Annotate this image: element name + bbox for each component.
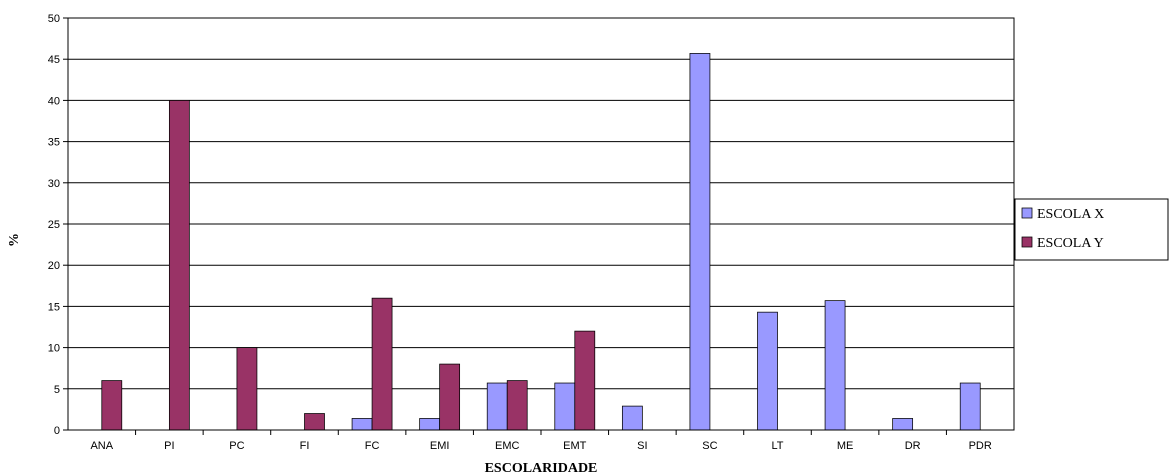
x-tick-label: LT xyxy=(771,440,783,452)
x-tick-label: ANA xyxy=(90,440,113,452)
bar-escola-y-fi xyxy=(304,413,325,431)
bar-escola-y-emc xyxy=(506,380,528,431)
x-tick-label: PC xyxy=(229,440,244,452)
bar-escola-y-pc xyxy=(236,347,258,431)
x-tick-label: EMI xyxy=(430,440,450,452)
bar-escola-y-ana xyxy=(101,380,123,431)
y-tick-label: 30 xyxy=(48,178,60,190)
x-tick-labels: ANA PI PC FI FC EMI EMC EMT SI SC LT ME DR PDR xyxy=(90,430,992,452)
bar-escola-x-si xyxy=(621,405,643,431)
y-axis-title: % xyxy=(7,233,22,247)
bar-escola-x-dr xyxy=(892,418,914,431)
x-tick-label: ME xyxy=(837,440,854,452)
bar-escola-x-emt xyxy=(554,382,576,431)
bar-escola-y-pi xyxy=(168,100,190,431)
y-tick-label: 5 xyxy=(54,384,60,396)
y-tick-label: 0 xyxy=(54,425,60,437)
y-tick-label: 10 xyxy=(48,343,60,355)
gridlines xyxy=(68,17,1014,390)
y-tick-label: 35 xyxy=(48,137,60,149)
bar-escola-x-me xyxy=(824,300,846,431)
legend-swatch-escola-x xyxy=(1021,207,1033,219)
legend-swatch-escola-y xyxy=(1021,236,1033,248)
bar-escola-y-fc xyxy=(371,297,393,431)
y-tick-label: 50 xyxy=(48,13,60,25)
legend-label-escola-x: ESCOLA X xyxy=(1037,207,1104,222)
bar-escola-x-emc xyxy=(486,382,508,431)
bars xyxy=(101,53,981,431)
y-tick-labels: 0 5 10 15 20 25 30 35 40 45 50 xyxy=(48,13,68,437)
x-tick-label: EMC xyxy=(495,440,520,452)
x-tick-label: SI xyxy=(637,440,647,452)
bar-escola-x-fc xyxy=(351,418,373,431)
bar-escola-x-pdr xyxy=(959,382,981,431)
bar-escola-x-emi xyxy=(419,418,441,431)
legend: ESCOLA X ESCOLA Y xyxy=(1014,198,1169,261)
y-tick-label: 25 xyxy=(48,219,60,231)
x-axis-title: ESCOLARIDADE xyxy=(485,461,598,475)
x-tick-label: EMT xyxy=(563,440,587,452)
y-tick-label: 15 xyxy=(48,301,60,313)
bar-escola-y-emi xyxy=(439,363,461,431)
x-tick-label: FC xyxy=(365,440,380,452)
y-tick-label: 20 xyxy=(48,260,60,272)
y-tick-label: 40 xyxy=(48,95,60,107)
x-tick-label: PDR xyxy=(969,440,992,452)
bar-escola-x-lt xyxy=(757,311,778,431)
x-tick-label: DR xyxy=(905,440,921,452)
x-tick-label: SC xyxy=(702,440,717,452)
legend-label-escola-y: ESCOLA Y xyxy=(1037,236,1104,251)
x-tick-label: FI xyxy=(300,440,310,452)
bar-escola-y-emt xyxy=(574,330,596,431)
x-tick-label: PI xyxy=(164,440,174,452)
y-tick-label: 45 xyxy=(48,54,60,66)
legend-box xyxy=(1014,198,1169,261)
bar-escola-x-sc xyxy=(689,53,711,431)
